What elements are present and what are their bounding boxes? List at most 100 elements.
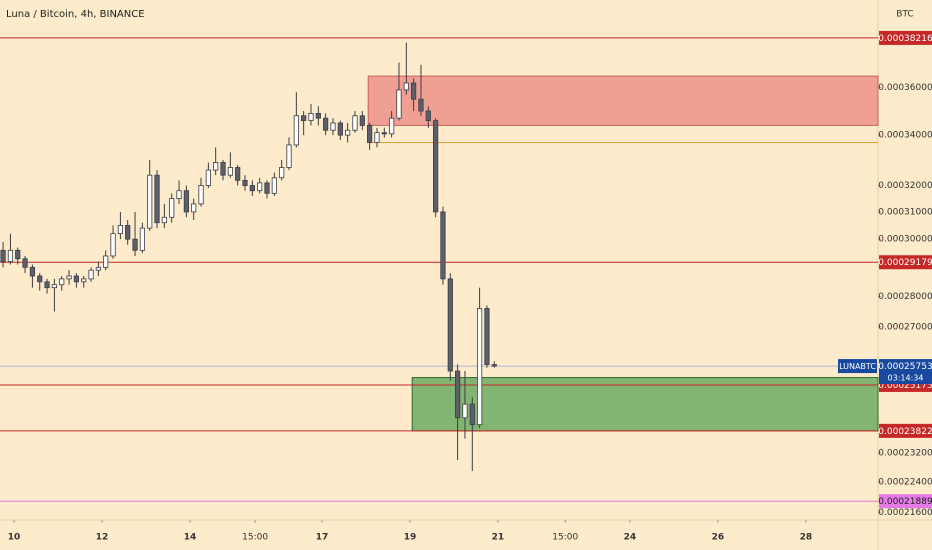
x-tick-label: 15:00 xyxy=(242,533,268,543)
candle-body xyxy=(7,249,14,263)
candle-body xyxy=(381,132,387,135)
candle-body xyxy=(0,249,6,263)
y-tick-label: 0.00030000 xyxy=(878,235,932,245)
candle-body xyxy=(227,167,233,176)
candle-body xyxy=(257,182,263,192)
candle-body xyxy=(220,162,226,176)
x-tick-label: 24 xyxy=(624,533,637,543)
candle-body xyxy=(59,278,65,286)
level-label: 0.00023822 xyxy=(878,427,932,437)
candle-body xyxy=(396,89,402,119)
candle-body xyxy=(330,122,336,131)
candle-body xyxy=(418,98,424,112)
y-tick-label: 0.00036000 xyxy=(878,83,932,93)
candle-body xyxy=(125,225,131,240)
candle-body xyxy=(161,216,167,224)
candle-body xyxy=(191,203,197,213)
candle-body xyxy=(367,124,373,143)
level-label: 0.00038216 xyxy=(878,34,932,44)
x-tick-label: 15:00 xyxy=(552,533,578,543)
candle-body xyxy=(440,211,446,280)
candle-body xyxy=(491,364,497,367)
candle-body xyxy=(249,185,255,192)
level-label: 0.00025175 xyxy=(878,381,932,391)
candle-body xyxy=(205,169,211,186)
level-label: 0.00021889 xyxy=(878,497,932,507)
candle-body xyxy=(315,112,321,119)
candle-body xyxy=(110,233,116,257)
x-tick-label: 21 xyxy=(492,533,505,543)
candle-body xyxy=(447,278,453,372)
candle-body xyxy=(198,185,204,205)
candle-body xyxy=(403,82,409,91)
candle-body xyxy=(44,281,50,289)
candle-body xyxy=(293,115,299,146)
candle-body xyxy=(476,308,483,426)
x-tick-label: 19 xyxy=(404,533,417,543)
chart-title: Luna / Bitcoin, 4h, BINANCE xyxy=(6,9,145,20)
candle-body xyxy=(88,269,94,280)
candle-body xyxy=(22,258,28,268)
candle-body xyxy=(169,198,175,218)
candle-body xyxy=(352,115,358,131)
candle-body xyxy=(264,182,270,194)
x-tick-label: 12 xyxy=(96,533,109,543)
y-tick-label: 0.00034000 xyxy=(878,131,932,141)
candle-body xyxy=(455,370,461,419)
last-price-tag xyxy=(879,359,932,385)
candle-body xyxy=(51,284,58,289)
candle-body xyxy=(301,115,307,121)
candle-body xyxy=(213,162,219,171)
y-tick-label: 0.00021600 xyxy=(878,508,932,518)
zone xyxy=(367,75,879,126)
candle-body xyxy=(337,122,343,136)
candle-body xyxy=(286,144,292,168)
candle-body xyxy=(345,129,351,136)
candle-body xyxy=(279,167,285,179)
candle-body xyxy=(469,403,475,426)
candle-body xyxy=(242,179,248,186)
candle-body xyxy=(103,255,109,268)
candle-body xyxy=(147,174,153,229)
candle-body xyxy=(139,227,145,251)
candle-body xyxy=(462,403,468,419)
x-tick-label: 17 xyxy=(316,533,329,543)
y-tick-label: 0.00022400 xyxy=(878,478,932,488)
y-tick-label: 0.00032000 xyxy=(878,181,932,191)
candle-body xyxy=(235,167,241,181)
countdown-label: 03:14:34 xyxy=(888,374,924,383)
candle-body xyxy=(117,225,123,235)
candle-body xyxy=(73,275,80,283)
candle-body xyxy=(484,308,490,365)
candle-body xyxy=(271,177,277,194)
candle-body xyxy=(95,266,102,271)
candle-body xyxy=(411,82,417,100)
y-tick-label: 0.00023200 xyxy=(878,448,932,458)
candle-body xyxy=(183,190,189,213)
candle-body xyxy=(66,275,72,280)
x-tick-label: 26 xyxy=(712,533,725,543)
candle-body xyxy=(433,120,439,213)
y-tick-label: 0.00031000 xyxy=(878,207,932,217)
candle-body xyxy=(389,117,395,135)
y-tick-label: 0.00028000 xyxy=(878,292,932,302)
candle-body xyxy=(81,278,87,283)
zone xyxy=(411,377,879,432)
x-tick-label: 28 xyxy=(800,533,813,543)
candle-body xyxy=(425,110,431,121)
candle-body xyxy=(15,249,21,260)
candle-body xyxy=(308,112,314,121)
x-tick-label: 14 xyxy=(184,533,197,543)
currency-label: BTC xyxy=(896,10,913,20)
level-tag xyxy=(879,494,932,509)
x-tick-label: 10 xyxy=(8,533,21,543)
candle-body xyxy=(359,115,365,126)
candle-body xyxy=(37,275,43,283)
candle-body xyxy=(374,132,380,143)
candle-body xyxy=(29,266,36,277)
candle-body xyxy=(132,238,138,251)
level-tag xyxy=(879,423,932,438)
candle-body xyxy=(176,190,182,200)
level-tag xyxy=(879,255,932,270)
